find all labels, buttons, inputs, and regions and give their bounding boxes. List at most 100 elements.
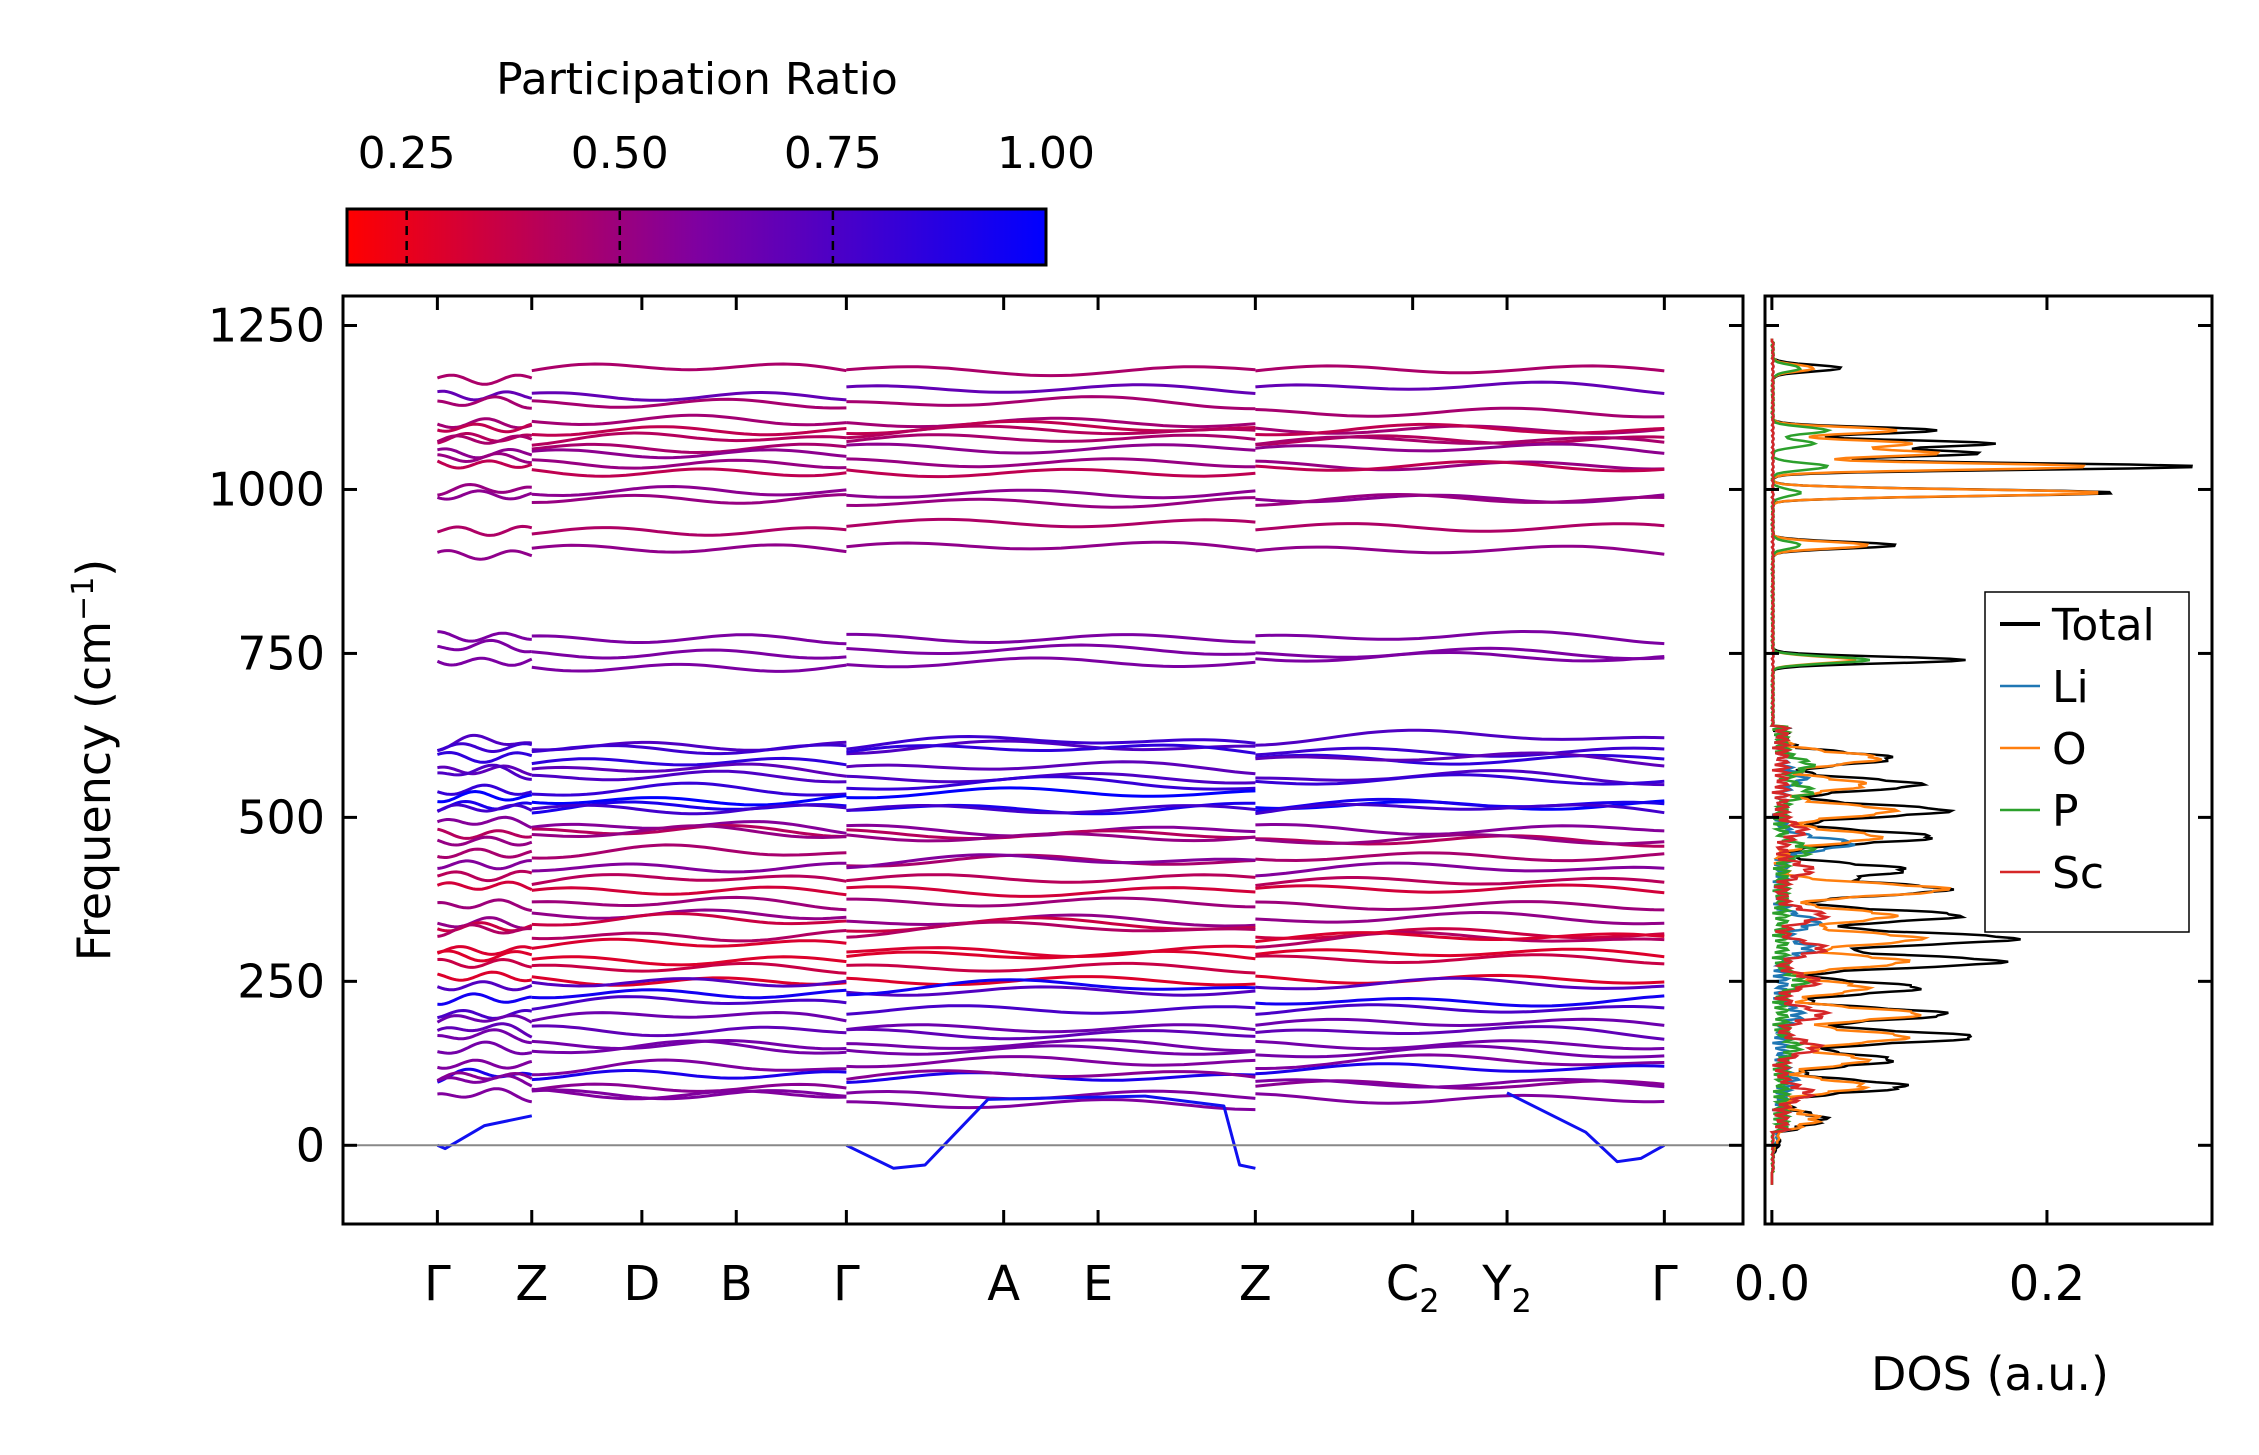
- phonon-band: [1255, 1077, 1665, 1089]
- phonon-band: [1255, 544, 1665, 556]
- phonon-band: [1255, 380, 1665, 395]
- phonon-band: [1255, 364, 1665, 375]
- phonon-band: [531, 413, 847, 427]
- legend-label: Li: [2052, 662, 2089, 713]
- phonon-band: [531, 1088, 847, 1101]
- phonon-band: [531, 431, 847, 447]
- phonon-band: [846, 1004, 1256, 1016]
- phonon-band: [531, 526, 847, 537]
- phonon-band: [846, 442, 1256, 455]
- kpoint-label: Z: [515, 1256, 548, 1312]
- phonon-band: [531, 390, 847, 402]
- kpoint-label: Γ: [833, 1256, 860, 1312]
- phonon-band: [1255, 1053, 1665, 1070]
- phonon-band: [531, 895, 847, 912]
- phonon-band: [437, 789, 533, 804]
- phonon-band: [436, 750, 533, 764]
- phonon-band: [1255, 442, 1665, 455]
- band-y-ticks: 0 250 500 750 1000 1250: [208, 299, 1743, 1172]
- phonon-band: [531, 397, 847, 410]
- phonon-band: [846, 873, 1256, 884]
- band-axes-frame: [341, 294, 1745, 1226]
- dos-x-ticks: 0.0 0.2: [1734, 296, 2085, 1312]
- y-tick-label: 250: [237, 954, 325, 1008]
- phonon-band: [846, 760, 1256, 776]
- dos-y-ticks: [1765, 324, 2212, 1147]
- phonon-band: [436, 1071, 533, 1082]
- phonon-band: [1255, 459, 1665, 473]
- phonon-band: [846, 853, 1256, 868]
- kpoint-label: Y2: [1481, 1256, 1532, 1320]
- band-y-axis-label: Frequency (cm−1): [66, 559, 122, 962]
- kpoint-label: C2: [1386, 1256, 1440, 1320]
- phonon-band: [531, 769, 847, 784]
- phonon-band: [531, 861, 847, 874]
- dos-curve-sc: [1769, 338, 1834, 1185]
- phonon-band: [846, 424, 1256, 440]
- phonon-band: [846, 913, 1256, 928]
- phonon-band: [1255, 953, 1665, 966]
- phonon-band: [1255, 851, 1665, 863]
- phonon-band: [1255, 973, 1665, 985]
- colorbar: Participation Ratio 0.25 0.50 0.75 1.00: [345, 54, 1095, 267]
- phonon-band: [437, 916, 533, 930]
- dos-x-axis-label: DOS (a.u.): [1871, 1347, 2109, 1401]
- phonon-band: [1255, 910, 1665, 926]
- phonon-band: [1255, 930, 1665, 949]
- colorbar-tick-label: 0.25: [358, 128, 456, 179]
- phonon-band: [1255, 976, 1665, 991]
- phonon-band: [846, 885, 1256, 898]
- y-tick-label: 500: [237, 790, 325, 844]
- phonon-band: [531, 1058, 847, 1077]
- phonon-band: [531, 648, 847, 660]
- phonon-band: [1255, 646, 1665, 661]
- phonon-band: [437, 992, 532, 1006]
- dos-x-tick-label: 0.2: [2009, 1256, 2085, 1312]
- phonon-band: [437, 482, 532, 497]
- phonon-band: [531, 803, 847, 816]
- phonon-band: [437, 764, 533, 777]
- phonon-band: [436, 742, 533, 753]
- y-tick-label: 1250: [208, 299, 325, 353]
- phonon-band: [846, 1044, 1256, 1056]
- kpoint-label: D: [623, 1256, 660, 1312]
- phonon-band: [1255, 753, 1665, 766]
- phonon-band: [436, 656, 533, 667]
- phonon-band: [846, 416, 1256, 429]
- y-tick-label: 1000: [208, 462, 325, 516]
- phonon-band: [437, 1008, 533, 1020]
- phonon-band: [436, 524, 533, 537]
- phonon-band: [437, 1028, 532, 1045]
- phonon-band: [531, 762, 847, 778]
- phonon-band: [846, 540, 1256, 552]
- colorbar-ticks: 0.25 0.50 0.75 1.00: [358, 128, 1095, 263]
- phonon-band: [436, 970, 533, 983]
- phonon-band: [436, 373, 533, 386]
- phonon-band: [846, 804, 1256, 815]
- phonon-band: [531, 823, 847, 839]
- phonon-band: [846, 656, 1256, 669]
- phonon-band: [436, 1014, 533, 1024]
- phonon-band: [437, 847, 533, 859]
- phonon-band: [436, 1022, 533, 1039]
- phonon-band: [1255, 931, 1665, 944]
- phonon-band: [531, 1024, 847, 1038]
- phonon-band: [1255, 876, 1665, 887]
- phonon-band: [531, 977, 847, 988]
- acoustic-branch: [436, 1114, 533, 1151]
- phonon-band: [437, 1058, 533, 1070]
- phonon-band: [436, 869, 533, 883]
- phonon-band: [531, 995, 847, 1011]
- colorbar-title: Participation Ratio: [496, 54, 898, 105]
- phonon-band: [531, 843, 847, 860]
- phonon-band: [1255, 861, 1665, 878]
- phonon-band: [531, 937, 847, 950]
- phonon-band: [1255, 1062, 1665, 1076]
- phonon-band: [1255, 746, 1665, 758]
- phonon-band: [531, 1010, 847, 1023]
- phonon-band: [437, 733, 532, 753]
- acoustic-branch: [845, 1094, 1256, 1170]
- phonon-band: [531, 885, 847, 897]
- phonon-band: [846, 985, 1256, 997]
- phonon-band: [1255, 522, 1665, 533]
